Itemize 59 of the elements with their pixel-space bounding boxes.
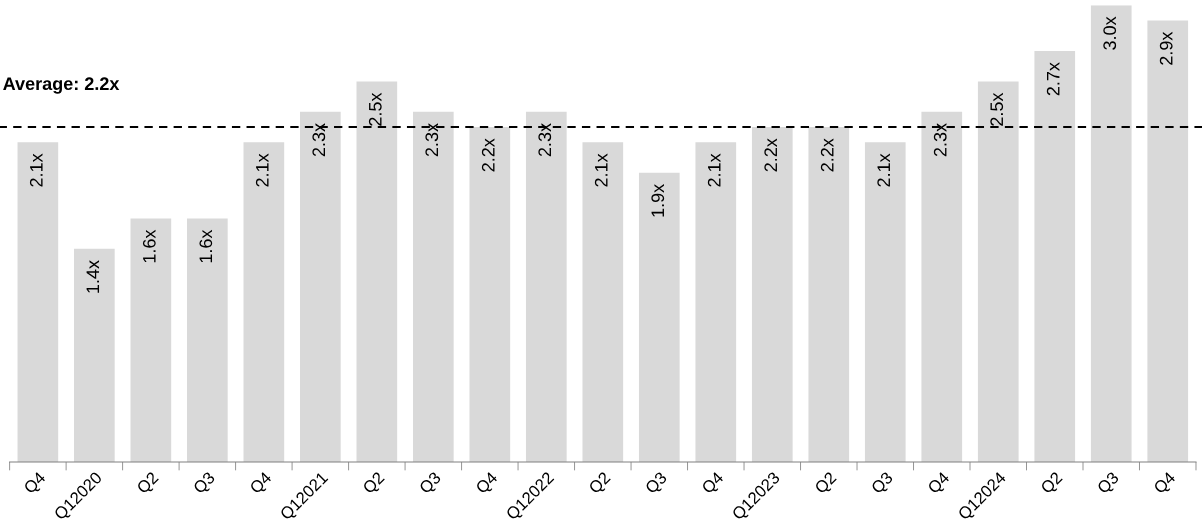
x-tick-label: Q4 [700, 470, 727, 497]
bar [977, 81, 1019, 462]
data-label: 2.2x [764, 138, 777, 172]
bar [1034, 50, 1076, 462]
bar [751, 127, 793, 462]
x-tick-label: Q4 [248, 470, 275, 497]
data-label: 2.3x [933, 123, 947, 157]
data-label: 1.4x [86, 260, 100, 293]
bar [582, 142, 624, 462]
bar [412, 111, 454, 462]
data-label: 2.2x [820, 138, 834, 172]
bar [525, 111, 567, 462]
x-tick-label: Q3 [1096, 471, 1122, 497]
bar [130, 218, 172, 462]
data-label: 2.3x [538, 123, 552, 157]
x-tick-label: Q4 [474, 470, 501, 497]
bar [1090, 5, 1132, 462]
x-tick-label: Q2 [813, 471, 839, 497]
bar [74, 248, 115, 462]
data-label: 2.3x [312, 123, 326, 157]
bar [469, 127, 511, 462]
data-label: 2.2x [481, 138, 495, 172]
bar [864, 142, 906, 462]
data-label: 2.1x [255, 153, 269, 187]
x-tick-label: Q2 [361, 471, 387, 497]
x-tick-label: Q2 [587, 471, 613, 497]
x-tick-label: Q3 [644, 471, 670, 497]
bar [17, 142, 59, 462]
data-label: 2.1x [594, 153, 608, 187]
x-tick-label: Q4 [926, 470, 953, 497]
data-label: 3.0x [1103, 16, 1117, 50]
data-label: 2.1x [707, 153, 721, 187]
data-label: 2.1x [29, 153, 43, 187]
bar [921, 111, 963, 462]
bar [243, 142, 285, 462]
bar [808, 127, 850, 462]
x-tick-label: Q4 [23, 470, 49, 497]
data-label: 2.5x [368, 92, 382, 126]
data-label: 2.7x [1046, 62, 1060, 96]
x-tick-label: Q3 [192, 471, 218, 497]
data-label: 2.1x [877, 153, 890, 187]
bar [187, 218, 228, 462]
data-label: 1.9x [651, 184, 665, 217]
data-label: 1.6x [199, 229, 213, 263]
bar [638, 172, 680, 462]
bar [356, 81, 398, 462]
bar [1147, 20, 1189, 462]
bar [300, 111, 341, 462]
x-tick-label: Q3 [870, 471, 896, 497]
data-label: 1.6x [142, 229, 156, 263]
x-tick-label: Q4 [1152, 470, 1179, 497]
data-label: 2.9x [1159, 31, 1173, 65]
data-label: 2.5x [990, 92, 1004, 126]
x-tick-label: Q2 [1039, 471, 1065, 497]
data-label: 2.3x [425, 123, 439, 157]
ref-line-label: Average: 2.2x [3, 77, 120, 94]
bar [695, 142, 737, 462]
x-tick-label: Q2 [136, 471, 162, 497]
x-tick-label: Q3 [418, 471, 444, 497]
